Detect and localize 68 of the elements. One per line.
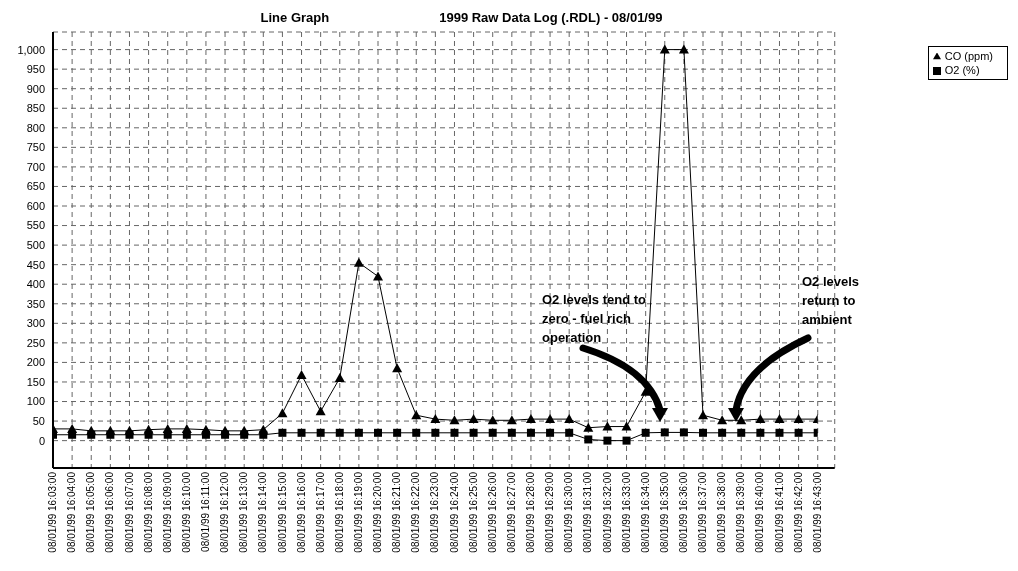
x-tick-label: 08/01/99 16:41:00 [773,471,785,553]
x-tick-label: 08/01/99 16:21:00 [391,471,403,553]
x-tick-label: 08/01/99 16:38:00 [716,471,728,553]
legend-label: CO (ppm) [944,50,993,62]
y-tick-label: 150 [26,375,45,388]
y-tick-label: 550 [26,219,45,232]
x-tick-label: 08/01/99 16:37:00 [697,471,709,553]
x-tick-label: 08/01/99 16:29:00 [544,471,556,553]
x-tick-label: 08/01/99 16:20:00 [372,471,384,553]
x-tick-label: 08/01/99 16:22:00 [410,471,422,553]
y-tick-label: 200 [26,356,45,369]
x-tick-label: 08/01/99 16:32:00 [601,471,613,553]
x-tick-label: 08/01/99 16:06:00 [104,471,116,553]
annotation: O2 levels tend to zero - fuel rich operation [541,291,648,347]
x-tick-label: 08/01/99 16:15:00 [276,471,288,553]
y-tick-label: 800 [26,121,45,134]
x-tick-label: 08/01/99 16:28:00 [525,471,537,553]
y-tick-label: 950 [26,63,45,76]
y-tick-label: 350 [26,297,45,310]
x-tick-label: 08/01/99 16:14:00 [257,471,269,553]
x-tick-label: 08/01/99 16:07:00 [123,471,135,553]
y-tick-label: 450 [26,258,45,271]
x-tick-label: 08/01/99 16:17:00 [314,471,326,553]
y-tick-label: 500 [26,239,45,252]
y-tick-label: 250 [26,336,45,349]
x-tick-label: 08/01/99 16:13:00 [238,471,250,553]
x-tick-label: 08/01/99 16:05:00 [85,471,97,553]
x-tick-label: 08/01/99 16:09:00 [161,471,173,553]
x-tick-label: 08/01/99 16:36:00 [677,471,689,553]
y-tick-label: 50 [32,414,45,427]
x-tick-label: 08/01/99 16:23:00 [429,471,441,553]
y-tick-label: 300 [26,317,45,330]
chart-subtitle: 1999 Raw Data Log (.RDL) - 08/01/99 [439,10,663,25]
x-tick-label: 08/01/99 16:39:00 [735,471,747,553]
x-tick-label: 08/01/99 16:24:00 [448,471,460,553]
y-tick-label: 400 [26,278,45,291]
y-tick-label: 650 [26,180,45,193]
x-tick-label: 08/01/99 16:27:00 [505,471,517,553]
x-tick-label: 08/01/99 16:11:00 [200,471,212,552]
x-tick-label: 08/01/99 16:33:00 [620,471,632,553]
x-tick-label: 08/01/99 16:35:00 [658,471,670,553]
x-tick-label: 08/01/99 16:08:00 [142,471,154,553]
x-tick-label: 08/01/99 16:03:00 [47,471,59,553]
y-tick-label: 600 [26,199,45,212]
x-tick-label: 08/01/99 16:18:00 [333,471,345,553]
x-tick-label: 08/01/99 16:26:00 [486,471,498,553]
y-tick-label: 700 [26,160,45,173]
x-tick-label: 08/01/99 16:43:00 [811,471,823,553]
y-tick-label: 750 [26,141,45,154]
y-tick-label: 1,000 [17,43,45,56]
annotation: O2 levels return to ambient [801,273,861,329]
x-tick-label: 08/01/99 16:40:00 [754,471,766,553]
x-tick-label: 08/01/99 16:12:00 [219,471,231,553]
x-tick-label: 08/01/99 16:42:00 [792,471,804,553]
x-tick-label: 08/01/99 16:19:00 [352,471,364,553]
x-tick-label: 08/01/99 16:25:00 [467,471,479,553]
x-tick-label: 08/01/99 16:31:00 [582,471,594,553]
x-tick-label: 08/01/99 16:34:00 [639,471,651,553]
y-tick-label: 850 [26,102,45,115]
y-tick-label: 900 [26,82,45,95]
y-tick-label: 0 [38,434,45,447]
y-tick-label: 100 [26,395,45,408]
x-tick-label: 08/01/99 16:04:00 [66,471,78,553]
x-tick-label: 08/01/99 16:30:00 [563,471,575,553]
x-tick-label: 08/01/99 16:16:00 [295,471,307,553]
chart-title: Line Graph [260,10,330,25]
x-tick-label: 08/01/99 16:10:00 [180,471,192,553]
legend-label: O2 (%) [944,64,980,76]
